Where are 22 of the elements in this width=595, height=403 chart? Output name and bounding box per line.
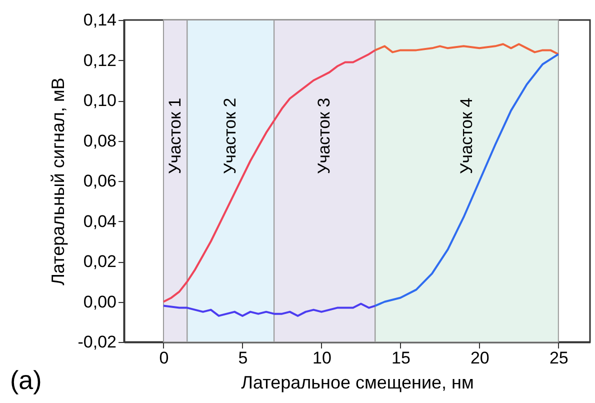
y-tick-label: 0,10 xyxy=(83,91,116,110)
y-tick-label: 0,02 xyxy=(83,252,116,271)
band-label: Участок 3 xyxy=(314,98,334,174)
y-tick-label: 0,12 xyxy=(83,50,116,70)
band-label: Участок 1 xyxy=(165,98,184,174)
y-tick-label: 0,00 xyxy=(83,292,116,312)
x-tick-label: 5 xyxy=(238,348,248,368)
text: (a) xyxy=(10,365,42,395)
y-tick-label: 0,06 xyxy=(83,172,116,190)
y-tick-label: 0,14 xyxy=(83,10,116,30)
y-tick-label: 0,08 xyxy=(83,131,116,150)
y-axis-title: Латеральный сигнал, мВ xyxy=(48,78,68,286)
y-tick-label: -0,02 xyxy=(78,332,116,352)
x-tick-label: 25 xyxy=(549,348,568,368)
y-tick-label: 0,04 xyxy=(83,212,116,231)
x-tick-label: 15 xyxy=(391,348,410,368)
band-label: Участок 4 xyxy=(456,98,476,174)
x-tick-label: 0 xyxy=(159,348,169,368)
x-tick-label: 10 xyxy=(312,348,332,368)
x-tick-label: 20 xyxy=(470,348,490,368)
band-label: Участок 2 xyxy=(220,98,240,174)
x-axis-title: Латеральное смещение, нм xyxy=(241,372,474,392)
